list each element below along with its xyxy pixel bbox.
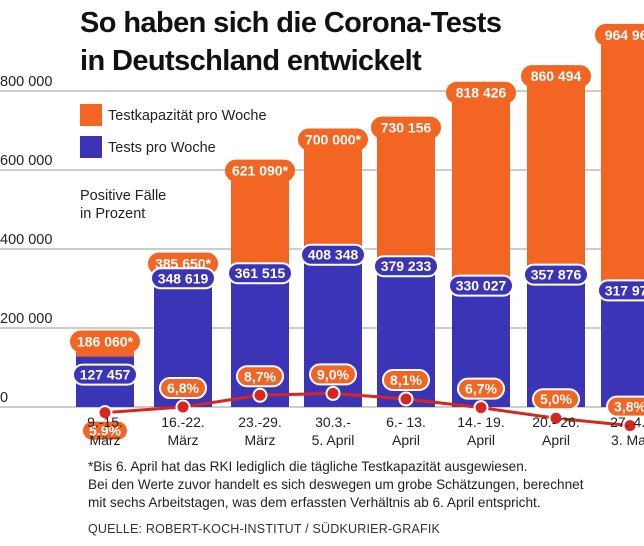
positive-rate-label-pill <box>159 377 207 400</box>
legend-capacity-swatch <box>80 104 102 126</box>
positive-rate-value-label: 9,0% <box>317 366 349 382</box>
positive-rate-label-pill <box>309 363 357 386</box>
y-tick-label: 400 000 <box>0 232 52 248</box>
capacity-label-pill <box>371 116 441 139</box>
positive-rate-label-pill <box>606 395 644 418</box>
x-tick-label: 3. Mai <box>611 432 644 448</box>
positive-rate-value-label: 5,0% <box>540 391 572 407</box>
capacity-value-label: 818 426 <box>456 85 507 101</box>
x-tick-label: 5. April <box>312 432 355 448</box>
positive-rate-point <box>325 385 341 401</box>
tests-label-pill <box>597 279 644 302</box>
x-tick-label: 23.-29. <box>238 414 282 430</box>
legend-positive-label-2: in Prozent <box>80 206 145 222</box>
positive-rate-label-pill <box>81 419 129 442</box>
tests-label-pill <box>300 243 366 266</box>
source-credit: QUELLE: ROBERT-KOCH-INSTITUT / SÜDKURIER… <box>88 522 441 536</box>
x-tick-label: März <box>244 432 275 448</box>
legend-tests-swatch <box>80 136 102 158</box>
y-tick-label: 0 <box>0 390 8 406</box>
x-tick-label: 30.3.- <box>315 414 351 430</box>
tests-label-pill <box>227 262 293 285</box>
tests-value-label: 127 457 <box>80 367 131 383</box>
capacity-label-pill <box>225 159 295 182</box>
positive-rate-value-label: 8,1% <box>390 372 422 388</box>
tests-value-label: 408 348 <box>308 247 359 263</box>
positive-rate-value-label: 8,7% <box>244 368 276 384</box>
x-tick-label: März <box>167 432 198 448</box>
positive-rate-label-pill <box>532 388 580 411</box>
tests-value-label: 330 027 <box>456 278 507 294</box>
tests-label-pill <box>373 255 439 278</box>
positive-rate-label-pill <box>457 377 505 400</box>
bars <box>76 25 644 408</box>
y-tick-label: 600 000 <box>0 153 52 169</box>
positive-rate-value-label: 6,8% <box>167 380 199 396</box>
chart-title-line-2: in Deutschland entwickelt <box>80 45 422 77</box>
legend-positive-label-1: Positive Fälle <box>80 188 166 204</box>
capacity-value-label: 860 494 <box>531 68 582 84</box>
x-tick-label: 6.- 13. <box>386 414 426 430</box>
x-tick-label: 14.- 19. <box>457 414 504 430</box>
tests-value-label: 317 979 <box>605 282 644 298</box>
data-labels: 186 060*385 650*621 090*700 000*730 1568… <box>70 23 644 442</box>
capacity-value-label: 186 060* <box>77 334 134 350</box>
tests-value-label: 348 619 <box>158 270 209 286</box>
capacity-value-label: 621 090* <box>232 163 289 179</box>
legend-tests-label: Tests pro Woche <box>108 140 216 156</box>
x-tick-label: 16.-22. <box>161 414 205 430</box>
positive-rate-line <box>97 385 638 434</box>
tests-label-pill <box>523 263 589 286</box>
capacity-label-pill <box>446 81 516 104</box>
x-tick-label: 20.- 26. <box>532 414 579 430</box>
capacity-label-pill <box>298 128 368 151</box>
x-axis-ticks: 9.-15. März 16.-22. März 23.-29. März 30.3.- 5.… <box>87 414 644 448</box>
tests-bar <box>527 265 585 407</box>
y-tick-label: 200 000 <box>0 311 52 327</box>
positive-rate-value-label: 5,9% <box>89 423 121 439</box>
positive-rate-value-label: 6,7% <box>465 381 497 397</box>
positive-rate-point <box>548 410 564 426</box>
x-tick-label: März <box>89 432 120 448</box>
capacity-value-label: 730 156 <box>381 120 432 136</box>
x-tick-label: 27. 4.- <box>610 414 644 430</box>
x-tick-label: April <box>467 432 495 448</box>
positive-rate-point <box>398 391 414 407</box>
x-tick-label: 9.-15. <box>87 414 123 430</box>
positive-rate-label-pill <box>382 368 430 391</box>
tests-label-pill <box>150 267 216 290</box>
tests-label-pill <box>448 274 514 297</box>
capacity-value-label: 700 000* <box>305 132 362 148</box>
positive-rate-point <box>97 405 113 421</box>
legend-capacity-label: Testkapazität pro Woche <box>108 108 267 124</box>
tests-value-label: 357 876 <box>531 267 582 283</box>
capacity-label-pill <box>521 65 591 88</box>
tests-value-label: 379 233 <box>381 258 432 274</box>
positive-rate-point <box>175 399 191 415</box>
capacity-value-label: 964 962 <box>605 27 644 43</box>
tests-label-pill <box>72 363 138 386</box>
chart-title-line-1: So haben sich die Corona-Tests <box>80 7 501 39</box>
capacity-label-pill <box>595 23 644 46</box>
x-tick-label: April <box>392 432 420 448</box>
positive-rate-point <box>622 418 638 434</box>
y-tick-label: 800 000 <box>0 74 52 90</box>
footnote-line-1: *Bis 6. April hat das RKI lediglich die … <box>88 459 528 474</box>
y-axis-ticks: 0 200 000 400 000 600 000 800 000 <box>0 74 52 406</box>
footnote-line-3: mit sechs Arbeitstagen, was dem erfasste… <box>88 495 541 510</box>
footnote-line-2: Bei den Werte zuvor handelt es sich desw… <box>88 477 584 492</box>
positive-rate-point <box>473 400 489 416</box>
positive-rate-label-pill <box>236 365 284 388</box>
x-tick-label: April <box>542 432 570 448</box>
capacity-label-pill <box>70 330 140 353</box>
positive-rate-value-label: 3,8% <box>614 399 644 415</box>
tests-bar <box>601 281 644 407</box>
tests-value-label: 361 515 <box>235 265 286 281</box>
positive-rate-point <box>252 387 268 403</box>
positive-rate-path <box>104 391 631 428</box>
